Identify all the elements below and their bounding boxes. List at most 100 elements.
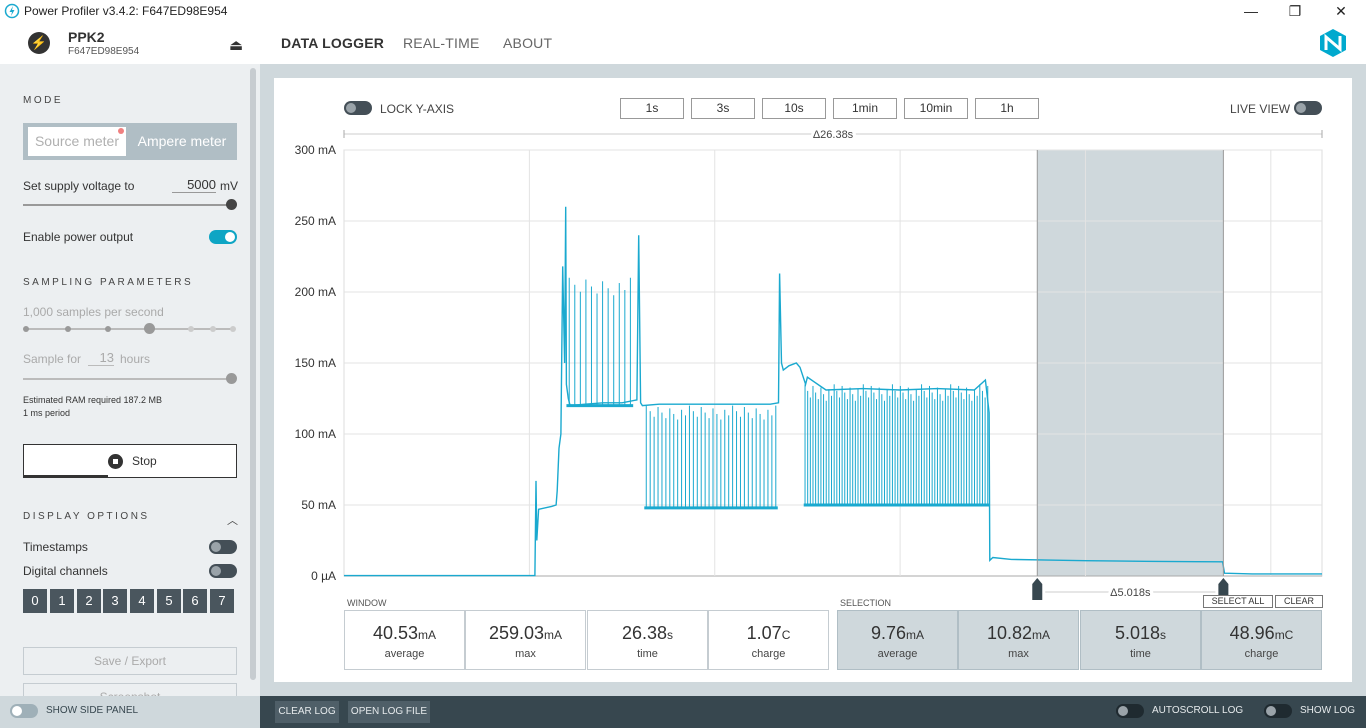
- y-tick-label: 300 mA: [295, 143, 336, 157]
- selection-handle-icon: [1032, 578, 1043, 600]
- footer-bar: SHOW SIDE PANEL CLEAR LOG OPEN LOG FILE …: [0, 696, 1366, 728]
- sidebar-scrollbar[interactable]: [250, 68, 256, 680]
- period-label: 1 ms period: [23, 408, 71, 418]
- selection-handle-icon: [1218, 578, 1229, 600]
- show-log-toggle[interactable]: [1264, 704, 1292, 718]
- channel-1-button[interactable]: 1: [50, 589, 74, 613]
- open-log-file-button[interactable]: OPEN LOG FILE: [348, 701, 430, 723]
- supply-voltage-label: Set supply voltage to: [23, 179, 135, 193]
- source-meter-button[interactable]: Source meter: [28, 127, 126, 156]
- lock-y-axis-toggle[interactable]: [344, 101, 372, 115]
- device-name[interactable]: PPK2: [68, 29, 105, 45]
- live-view-label: LIVE VIEW: [1230, 102, 1291, 116]
- autoscroll-log-label: AUTOSCROLL LOG: [1152, 705, 1244, 716]
- sampling-progress-bar: [24, 475, 108, 478]
- screenshot-button[interactable]: Screenshot: [23, 683, 237, 696]
- supply-voltage-unit: mV: [220, 179, 238, 193]
- mode-selector: Source meter Ampere meter: [23, 123, 237, 160]
- samples-slider[interactable]: [26, 328, 234, 330]
- window-average-stat: 40.53mA average: [344, 610, 465, 670]
- warning-dot-icon: [118, 128, 124, 134]
- supply-voltage-slider-thumb[interactable]: [226, 199, 237, 210]
- clear-selection-button[interactable]: CLEAR: [1275, 595, 1323, 608]
- window-1h-button[interactable]: 1h: [975, 98, 1039, 119]
- window-1min-button[interactable]: 1min: [833, 98, 897, 119]
- channel-4-button[interactable]: 4: [130, 589, 154, 613]
- sample-for-label: Sample for: [23, 352, 82, 366]
- window-10s-button[interactable]: 10s: [762, 98, 826, 119]
- window-delta-label: Δ26.38s: [813, 129, 854, 141]
- channel-6-button[interactable]: 6: [183, 589, 207, 613]
- channel-5-button[interactable]: 5: [157, 589, 181, 613]
- footer-side-section: SHOW SIDE PANEL: [0, 696, 260, 728]
- samples-per-second-label: 1,000 samples per second: [23, 305, 164, 319]
- tab-data-logger[interactable]: DATA LOGGER: [281, 35, 385, 51]
- window-time-stat: 26.38s time: [587, 610, 708, 670]
- window-3s-button[interactable]: 3s: [691, 98, 755, 119]
- stop-button[interactable]: Stop: [23, 444, 237, 478]
- eject-icon[interactable]: ⏏: [229, 37, 244, 54]
- window-charge-stat: 1.07C charge: [708, 610, 829, 670]
- timestamps-label: Timestamps: [23, 540, 88, 554]
- autoscroll-log-toggle[interactable]: [1116, 704, 1144, 718]
- ampere-meter-button[interactable]: Ampere meter: [137, 133, 227, 149]
- main-area: LOCK Y-AXIS 1s 3s 10s 1min 10min 1h LIVE…: [260, 64, 1366, 696]
- y-tick-label: 0 µA: [311, 569, 336, 583]
- selection-average-stat: 9.76mA average: [837, 610, 958, 670]
- selection-delta-label: Δ5.018s: [1110, 587, 1151, 599]
- live-view-toggle[interactable]: [1294, 101, 1322, 115]
- sample-for-slider-thumb[interactable]: [226, 373, 237, 384]
- y-tick-label: 200 mA: [295, 285, 336, 299]
- power-output-label: Enable power output: [23, 230, 134, 244]
- supply-voltage-slider[interactable]: [23, 204, 231, 206]
- timestamps-toggle[interactable]: [209, 540, 237, 554]
- supply-voltage-input[interactable]: 5000: [172, 177, 216, 193]
- digital-channels-toggle[interactable]: [209, 564, 237, 578]
- show-side-panel-label: SHOW SIDE PANEL: [46, 705, 139, 716]
- power-output-toggle[interactable]: [209, 230, 237, 244]
- selection-time-stat: 5.018s time: [1080, 610, 1201, 670]
- y-tick-label: 150 mA: [295, 356, 336, 370]
- device-serial: F647ED98E954: [68, 46, 140, 57]
- window-1s-button[interactable]: 1s: [620, 98, 684, 119]
- chevron-up-icon[interactable]: ︿: [227, 515, 238, 527]
- samples-slider-thumb[interactable]: [144, 323, 155, 334]
- select-all-button[interactable]: SELECT ALL: [1203, 595, 1273, 608]
- burst-region: [644, 405, 778, 510]
- channel-0-button[interactable]: 0: [23, 589, 47, 613]
- selection-stats-title: SELECTION: [840, 598, 892, 608]
- side-panel: MODE Source meter Ampere meter Set suppl…: [0, 64, 260, 696]
- window-max-stat: 259.03mA max: [465, 610, 586, 670]
- sample-for-slider[interactable]: [23, 378, 231, 380]
- burst-region: [803, 384, 990, 507]
- channel-2-button[interactable]: 2: [77, 589, 101, 613]
- window-stats-title: WINDOW: [347, 598, 387, 608]
- ram-estimate: Estimated RAM required 187.2 MB: [23, 395, 163, 405]
- digital-channels-label: Digital channels: [23, 564, 108, 578]
- close-button[interactable]: ✕: [1335, 3, 1347, 19]
- sample-for-unit: hours: [120, 352, 151, 366]
- window-title: Power Profiler v3.4.2: F647ED98E954: [24, 4, 228, 18]
- display-options-title: DISPLAY OPTIONS: [23, 511, 150, 522]
- sample-for-input[interactable]: 13: [88, 350, 114, 366]
- stop-icon: [108, 454, 123, 469]
- y-tick-label: 50 mA: [301, 498, 336, 512]
- window-10min-button[interactable]: 10min: [904, 98, 968, 119]
- sampling-title: SAMPLING PARAMETERS: [23, 277, 194, 288]
- clear-log-button[interactable]: CLEAR LOG: [275, 701, 339, 723]
- show-log-label: SHOW LOG: [1300, 705, 1356, 716]
- tab-real-time[interactable]: REAL-TIME: [403, 35, 480, 51]
- current-chart[interactable]: 0 µA 50 mA 100 mA 150 mA 200 mA 250 mA 300 mA Δ…: [274, 114, 1352, 614]
- nordic-logo-icon: [1320, 29, 1346, 57]
- burst-region: [566, 277, 634, 408]
- show-side-panel-toggle[interactable]: [10, 704, 38, 718]
- device-bolt-icon: ⚡: [28, 32, 50, 54]
- app-header: ⚡ PPK2 F647ED98E954 ⏏ DATA LOGGER REAL-T…: [0, 22, 1366, 64]
- save-export-button[interactable]: Save / Export: [23, 647, 237, 675]
- source-meter-label: Source meter: [34, 133, 120, 149]
- minimize-button[interactable]: —: [1244, 3, 1258, 19]
- tab-about[interactable]: ABOUT: [503, 35, 553, 51]
- channel-3-button[interactable]: 3: [103, 589, 127, 613]
- channel-7-button[interactable]: 7: [210, 589, 234, 613]
- maximize-button[interactable]: ❐: [1288, 3, 1302, 19]
